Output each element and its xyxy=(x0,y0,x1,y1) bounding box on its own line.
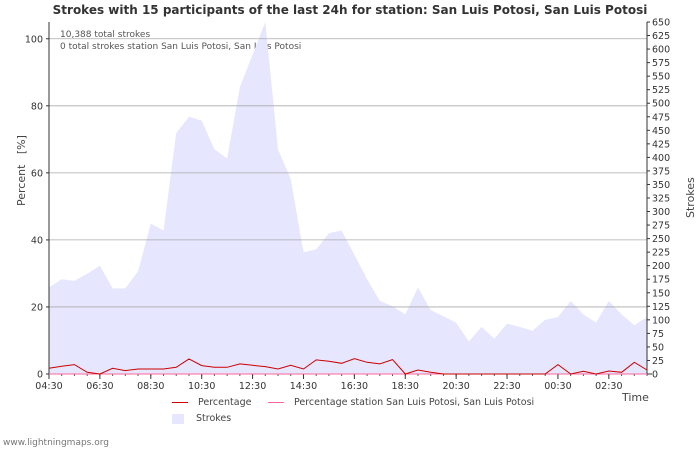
x-tick-label: 00:30 xyxy=(544,381,571,392)
y-right-tick-label: 575 xyxy=(652,58,670,69)
x-tick-label: 10:30 xyxy=(188,381,215,392)
percentage-line xyxy=(48,358,648,375)
x-tick-label: 04:30 xyxy=(35,381,62,392)
chart-title: Strokes with 15 participants of the last… xyxy=(52,3,648,17)
y-right-tick-label: 325 xyxy=(652,194,670,205)
y-right-tick-label: 650 xyxy=(652,18,670,29)
y-right-tick-label: 350 xyxy=(652,180,670,191)
x-tick-label: 20:30 xyxy=(442,381,469,392)
y-right-tick-label: 375 xyxy=(652,166,670,177)
x-tick-label: 08:30 xyxy=(137,381,164,392)
y-right-tick-label: 100 xyxy=(652,315,670,326)
x-tick-label: 16:30 xyxy=(341,381,368,392)
legend-item-strokes: Strokes xyxy=(172,413,231,424)
legend-label-strokes: Strokes xyxy=(196,413,232,424)
y-right-tick-label: 25 xyxy=(652,356,664,367)
y-right-tick-label: 600 xyxy=(652,45,670,56)
x-tick-label: 02:30 xyxy=(595,381,622,392)
y-right-tick-label: 425 xyxy=(652,139,670,150)
legend-item-percentage-station: Percentage station San Luis Potosi, San … xyxy=(268,397,534,408)
y-right-tick-label: 50 xyxy=(652,342,664,353)
y-right-tick-label: 550 xyxy=(652,72,670,83)
y-left-tick-label: 40 xyxy=(31,235,43,246)
y-left-tick-label: 100 xyxy=(25,34,43,45)
x-axis-label: Time xyxy=(622,391,649,404)
strokes-area xyxy=(49,22,647,374)
total-strokes-annotation: 10,388 total strokes xyxy=(60,30,151,40)
y-left-tick-label: 60 xyxy=(31,168,43,179)
x-tick-label: 14:30 xyxy=(290,381,317,392)
y-right-tick-label: 200 xyxy=(652,261,670,272)
y-right-tick-label: 225 xyxy=(652,248,670,259)
y-left-tick-label: 80 xyxy=(31,101,43,112)
legend-swatch-strokes xyxy=(172,413,184,424)
y-right-tick-label: 475 xyxy=(652,112,670,123)
y-right-tick-label: 250 xyxy=(652,234,670,245)
x-tick-label: 06:30 xyxy=(86,381,113,392)
y-right-tick-label: 400 xyxy=(652,153,670,164)
y-right-tick-label: 0 xyxy=(652,370,658,381)
y-left-tick-label: 0 xyxy=(37,370,43,381)
y-right-tick-label: 525 xyxy=(652,85,670,96)
y-right-tick-label: 150 xyxy=(652,288,670,299)
legend-item-percentage: Percentage xyxy=(172,397,251,408)
x-tick-label: 22:30 xyxy=(493,381,520,392)
y-right-tick-label: 450 xyxy=(652,126,670,137)
legend-label-percentage-station: Percentage station San Luis Potosi, San … xyxy=(294,397,535,408)
legend-label-percentage: Percentage xyxy=(198,397,252,408)
y-right-tick-label: 300 xyxy=(652,207,670,218)
y-right-tick-label: 125 xyxy=(652,302,670,313)
y-right-tick-label: 625 xyxy=(652,31,670,42)
legend-swatch-percentage-station xyxy=(268,402,284,403)
y-right-tick-label: 175 xyxy=(652,275,670,286)
legend-swatch-percentage xyxy=(172,402,188,403)
y-axis-left-label: Percent [%] xyxy=(15,135,28,206)
station-strokes-annotation: 0 total strokes station San Luis Potosi,… xyxy=(60,42,302,52)
y-left-tick-label: 20 xyxy=(31,302,43,313)
x-tick-label: 12:30 xyxy=(239,381,266,392)
site-credit: www.lightningmaps.org xyxy=(3,438,109,448)
y-right-tick-label: 275 xyxy=(652,221,670,232)
y-right-tick-label: 500 xyxy=(652,99,670,110)
x-tick-label: 18:30 xyxy=(392,381,419,392)
y-axis-right-label: Strokes xyxy=(684,177,697,218)
y-right-tick-label: 75 xyxy=(652,329,664,340)
